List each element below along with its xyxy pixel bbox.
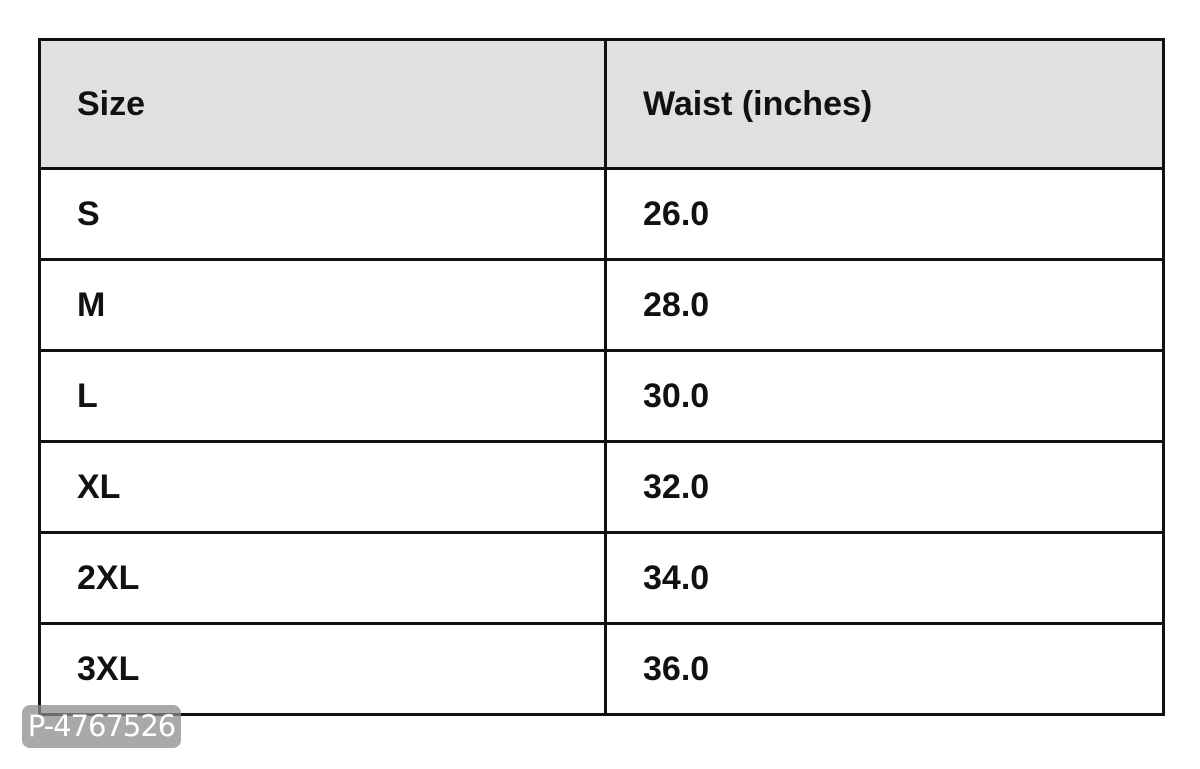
table-row: L 30.0 [38, 349, 1165, 443]
size-cell: 3XL [38, 622, 607, 716]
table-row: M 28.0 [38, 258, 1165, 352]
waist-cell: 28.0 [604, 258, 1165, 352]
waist-cell: 26.0 [604, 167, 1165, 261]
table-row: 3XL 36.0 [38, 622, 1165, 716]
size-cell: M [38, 258, 607, 352]
product-id-watermark: P-4767526 [22, 705, 181, 748]
waist-cell: 36.0 [604, 622, 1165, 716]
size-chart-table: Size Waist (inches) S 26.0 M 28.0 L 30.0 XL 32.… [38, 38, 1165, 716]
header-row: Size Waist (inches) [38, 38, 1165, 170]
size-cell: 2XL [38, 531, 607, 625]
header-size: Size [38, 38, 607, 170]
size-cell: XL [38, 440, 607, 534]
waist-cell: 30.0 [604, 349, 1165, 443]
table-row: S 26.0 [38, 167, 1165, 261]
header-waist: Waist (inches) [604, 38, 1165, 170]
size-cell: S [38, 167, 607, 261]
size-cell: L [38, 349, 607, 443]
waist-cell: 34.0 [604, 531, 1165, 625]
table-row: 2XL 34.0 [38, 531, 1165, 625]
waist-cell: 32.0 [604, 440, 1165, 534]
table-row: XL 32.0 [38, 440, 1165, 534]
